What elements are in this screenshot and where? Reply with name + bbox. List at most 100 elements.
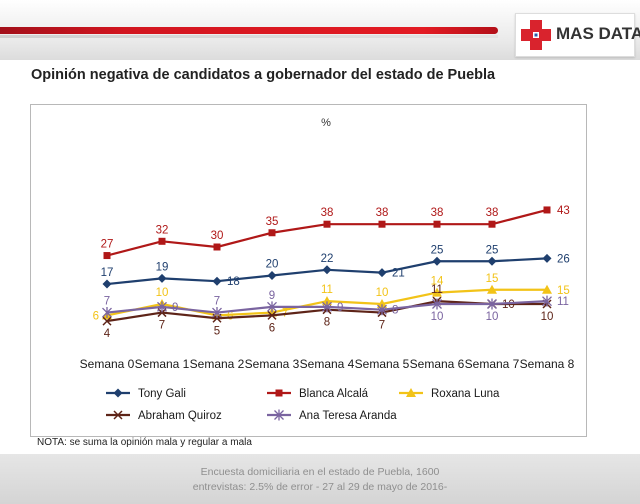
x-tick-label: Semana 6 — [410, 357, 465, 371]
series-roxana-luna-marker-shape — [487, 284, 497, 294]
series-ana-teresa-aranda-marker-shape — [102, 307, 112, 319]
chart-frame — [30, 104, 587, 437]
series-roxana-luna-data-label: 15 — [486, 273, 499, 285]
series-abraham-quiroz-data-label: 7 — [379, 320, 385, 332]
series-abraham-quiroz-marker-shape — [267, 310, 277, 320]
series-ana-teresa-aranda-marker-shape — [487, 298, 497, 310]
series-blanca-alcala-marker-shape — [268, 229, 276, 237]
series-ana-teresa-aranda-data-label: 8 — [392, 305, 398, 317]
series-blanca-alcala-marker-shape — [158, 237, 166, 245]
legend-ana-teresa-aranda-label: Ana Teresa Aranda — [299, 410, 397, 422]
series-roxana-luna-marker — [377, 299, 387, 308]
x-tick-label: Semana 7 — [465, 357, 520, 371]
series-tony-gali-data-label: 25 — [486, 244, 499, 256]
series-blanca-alcala-data-label: 38 — [321, 207, 334, 219]
series-roxana-luna-data-label: 15 — [557, 285, 570, 297]
series-abraham-quiroz-data-label: 7 — [159, 320, 165, 332]
header-red-bar-shadow — [0, 35, 498, 38]
series-ana-teresa-aranda-marker-shape — [542, 295, 552, 307]
medical-cross-icon — [521, 20, 551, 50]
series-abraham-quiroz-data-label: 10 — [502, 299, 515, 311]
x-tick-label: Semana 3 — [245, 357, 300, 371]
series-tony-gali-marker-shape — [267, 271, 277, 280]
legend-tony-gali-marker — [113, 388, 123, 398]
series-blanca-alcala-marker — [158, 237, 166, 245]
series-abraham-quiroz-marker — [102, 316, 112, 326]
series-blanca-alcala-data-label: 38 — [431, 207, 444, 219]
series-tony-gali-marker-shape — [377, 268, 387, 278]
series-ana-teresa-aranda-marker — [212, 307, 222, 319]
series-roxana-luna-data-label: 14 — [431, 276, 444, 288]
brand-name: MAS DATA — [556, 24, 640, 43]
series-blanca-alcala-marker — [268, 229, 276, 237]
series-roxana-luna-marker — [487, 284, 497, 294]
series-abraham-quiroz-data-label: 4 — [104, 328, 111, 340]
series-tony-gali-marker-shape — [322, 265, 332, 275]
series-roxana-luna-marker-shape — [322, 296, 332, 306]
series-roxana-luna-data-label: 11 — [321, 284, 333, 296]
series-tony-gali-data-label: 19 — [156, 261, 169, 273]
series-ana-teresa-aranda-marker — [267, 301, 277, 313]
legend-tony-gali-label: Tony Gali — [138, 388, 186, 400]
series-tony-gali-data-label: 25 — [431, 244, 444, 256]
series-roxana-luna-data-label: 6 — [227, 310, 233, 322]
series-abraham-quiroz-data-label: 10 — [541, 311, 554, 323]
series-ana-teresa-aranda-marker — [377, 304, 387, 316]
series-roxana-luna-marker-shape — [542, 284, 552, 294]
series-abraham-quiroz-data-label: 5 — [214, 325, 220, 337]
x-tick-label: Semana 0 — [80, 357, 135, 371]
series-tony-gali-data-label: 21 — [392, 268, 405, 280]
legend-abraham-quiroz-marker-shape — [113, 410, 123, 420]
series-ana-teresa-aranda-data-label: 9 — [269, 290, 275, 302]
legend-roxana-luna-marker — [406, 388, 416, 397]
series-roxana-luna-marker-shape — [377, 299, 387, 308]
series-ana-teresa-aranda-data-label: 7 — [104, 296, 110, 308]
legend-abraham-quiroz-marker — [113, 410, 123, 420]
series-blanca-alcala-marker — [433, 220, 441, 228]
legend-blanca-alcala-marker — [275, 389, 283, 397]
legend-ana-teresa-aranda-marker-shape — [274, 409, 284, 421]
series-tony-gali-marker-shape — [102, 279, 112, 289]
brand-logo: MAS DATA — [515, 13, 640, 57]
series-roxana-luna-marker — [322, 296, 332, 306]
series-blanca-alcala-marker — [103, 252, 111, 260]
legend-abraham-quiroz-label: Abraham Quiroz — [138, 410, 222, 422]
series-tony-gali-marker — [157, 273, 167, 283]
series-abraham-quiroz-data-label: 6 — [269, 322, 275, 334]
series-ana-teresa-aranda-marker-shape — [432, 298, 442, 310]
x-tick-label: Semana 1 — [135, 357, 190, 371]
series-blanca-alcala-marker — [488, 220, 496, 228]
legend-blanca-alcala-label: Blanca Alcalá — [299, 388, 369, 400]
series-tony-gali-marker — [377, 268, 387, 278]
x-tick-label: Semana 4 — [300, 357, 355, 371]
series-ana-teresa-aranda-data-label: 10 — [431, 311, 444, 323]
series-roxana-luna-marker — [432, 287, 442, 297]
series-roxana-luna-data-label: 6 — [93, 310, 99, 322]
series-tony-gali-marker — [487, 256, 497, 266]
series-ana-teresa-aranda-marker — [102, 307, 112, 319]
page-title: Opinión negativa de candidatos a goberna… — [31, 67, 496, 83]
series-tony-gali-marker — [542, 253, 552, 263]
series-ana-teresa-aranda-marker-shape — [377, 304, 387, 316]
series-tony-gali-marker — [322, 265, 332, 275]
series-ana-teresa-aranda-marker-shape — [157, 301, 167, 313]
x-tick-label: Semana 2 — [190, 357, 245, 371]
series-blanca-alcala-marker — [543, 206, 551, 214]
series-ana-teresa-aranda-marker — [487, 298, 497, 310]
series-ana-teresa-aranda-marker-shape — [212, 307, 222, 319]
series-blanca-alcala-marker-shape — [323, 220, 331, 228]
footer-survey-info: Encuesta domiciliaria en el estado de Pu… — [200, 466, 440, 478]
legend-tony-gali-marker-shape — [113, 388, 123, 398]
series-ana-teresa-aranda-marker-shape — [322, 301, 332, 313]
series-blanca-alcala-data-label: 38 — [486, 207, 499, 219]
legend-blanca-alcala-marker-shape — [275, 389, 283, 397]
series-roxana-luna-marker-shape — [432, 287, 442, 297]
series-blanca-alcala-marker-shape — [213, 243, 221, 251]
series-abraham-quiroz-data-label: 8 — [324, 317, 330, 329]
series-ana-teresa-aranda-data-label: 9 — [172, 302, 178, 314]
series-tony-gali-marker-shape — [432, 256, 442, 266]
header-red-bar — [0, 27, 498, 34]
series-ana-teresa-aranda-marker — [322, 301, 332, 313]
series-blanca-alcala-marker-shape — [433, 220, 441, 228]
legend-roxana-luna-label: Roxana Luna — [431, 388, 500, 400]
